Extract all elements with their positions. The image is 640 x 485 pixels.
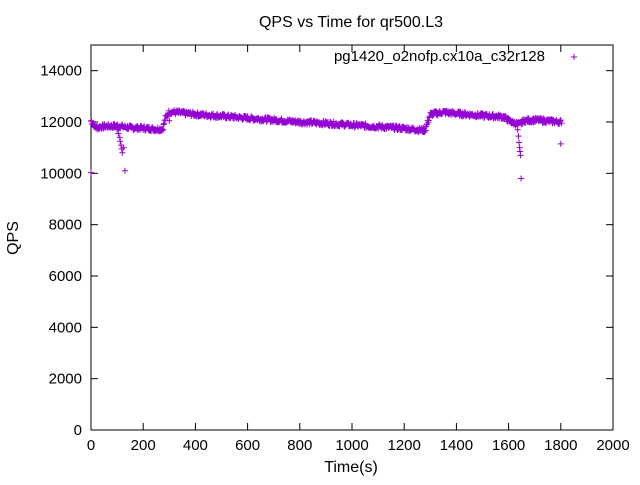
x-axis-label: Time(s) [324,459,378,476]
chart-title: QPS vs Time for qr500.L3 [259,14,443,31]
data-point [278,115,285,122]
y-tick-label: 0 [74,422,82,439]
data-point [160,121,167,128]
data-point-outlier [514,126,521,133]
x-tick-label: 1800 [544,437,577,454]
data-point-outlier [121,167,128,174]
x-tick-label: 1200 [388,437,421,454]
data-point [160,127,167,134]
x-tick-label: 1600 [492,437,525,454]
data-point-outlier [557,140,564,147]
y-tick-label: 6000 [49,268,82,285]
x-tick-label: 600 [235,437,260,454]
legend: pg1420_o2nofp.cx10a_c32r128 [334,48,577,65]
data-point-outlier [88,169,94,176]
data-point [161,120,168,127]
y-tick-label: 14000 [40,63,82,80]
x-tick-label: 2000 [596,437,629,454]
x-tick-label: 800 [287,437,312,454]
data-point-outlier [115,130,122,137]
y-tick-label: 8000 [49,217,82,234]
data-point-outlier [114,126,121,133]
data-point-outlier [117,138,124,145]
data-point-outlier [118,142,125,149]
data-point [557,117,564,124]
data-point-outlier [558,120,565,127]
x-tick-label: 400 [183,437,208,454]
data-point-outlier [516,144,523,151]
data-point [125,126,132,133]
data-point-outlier [517,148,524,155]
y-tick-label: 12000 [40,114,82,131]
legend-label: pg1420_o2nofp.cx10a_c32r128 [334,48,545,65]
data-point-outlier [120,144,127,151]
y-tick-label: 2000 [49,371,82,388]
plot-frame [90,44,614,431]
y-axis-label: QPS [5,221,22,255]
x-tick-label: 0 [87,437,95,454]
data-point [540,115,547,122]
data-point-outlier [166,117,173,124]
data-point [159,126,166,133]
x-tick-label: 1000 [335,437,368,454]
data-point-outlier [119,149,126,156]
data-point [339,119,346,126]
data-point [162,116,169,123]
data-point [425,117,432,124]
y-tick-label: 4000 [49,319,82,336]
data-point-outlier [116,134,123,141]
data-point [426,114,433,121]
data-point-outlier [518,175,525,182]
axes: 0 200 400 600 800 1000 1200 1400 1600 1800 2000 0 20… [40,44,630,454]
data-point-outlier [515,133,522,140]
x-tick-label: 1400 [440,437,473,454]
data-points [88,107,565,182]
data-point-outlier [516,139,523,146]
data-point-outlier [517,152,524,159]
legend-marker [571,54,577,60]
data-point [351,124,358,131]
y-tick-label: 10000 [40,165,82,182]
data-point [422,127,429,134]
x-tick-label: 200 [131,437,156,454]
